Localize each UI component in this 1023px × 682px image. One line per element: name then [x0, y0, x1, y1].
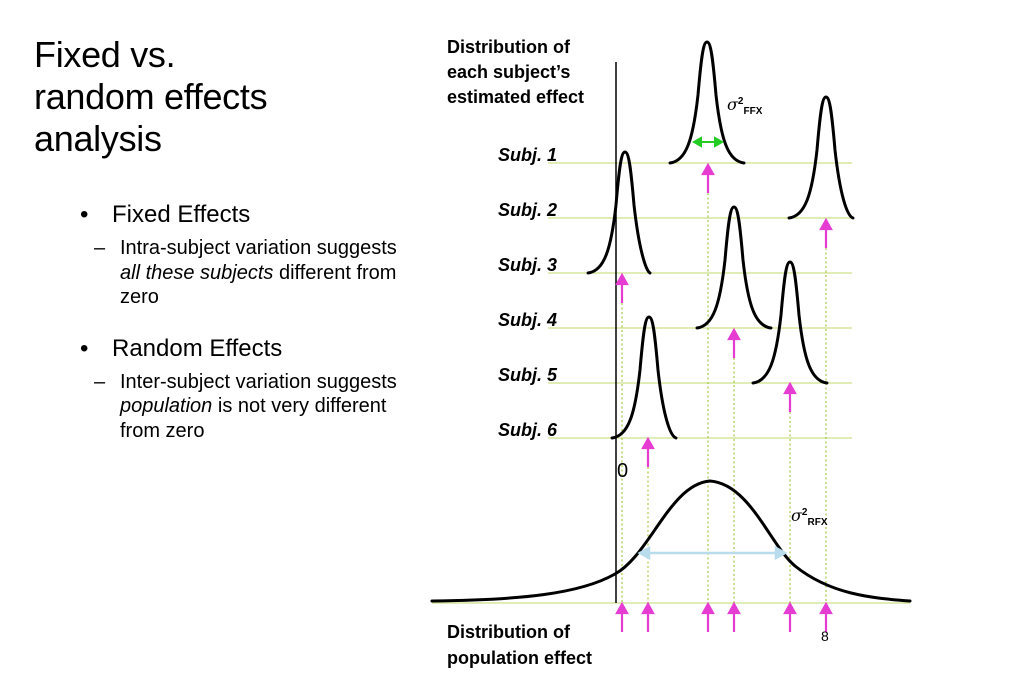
subj-6-distribution [610, 315, 678, 440]
arrow-up-icon [615, 601, 629, 632]
subj-4-distribution [695, 205, 773, 330]
bottom-label-line: Distribution of [447, 622, 571, 642]
sigma-symbol: σ [791, 506, 803, 525]
sigma-subscript: RFX [807, 517, 827, 528]
sigma-rfx-label: σ2RFX [791, 506, 828, 528]
title-line-2: random effects [34, 76, 268, 117]
slide-title: Fixed vs. random effects analysis [34, 34, 268, 160]
subj-6-label: Subj. 6 [498, 420, 558, 440]
bottom-label-line: population effect [447, 648, 592, 668]
subj-3-label: Subj. 3 [498, 255, 557, 275]
top-label-line: estimated effect [447, 87, 584, 107]
sub-bullet-fixed-effects: – Intra-subject variation suggests all t… [80, 236, 415, 310]
top-label-line: each subject’s [447, 62, 570, 82]
subj-5-distribution [751, 260, 829, 385]
subj-4-label: Subj. 4 [498, 310, 557, 330]
arrow-up-icon [783, 601, 797, 632]
subj-1-distribution [668, 40, 746, 165]
arrow-up-icon [727, 601, 741, 632]
bullet-heading: Random Effects [112, 334, 283, 362]
bottom-label: Distribution of population effect [447, 622, 592, 668]
title-line-3: analysis [34, 118, 162, 159]
sigma-superscript: 2 [802, 507, 808, 518]
ffx-width-arrow [691, 136, 725, 148]
bullet-dot-icon: • [80, 334, 89, 362]
bullet-random-effects: • Random Effects [80, 334, 415, 364]
subj-2-distribution [787, 95, 855, 220]
subject-labels: Subj. 1 Subj. 2 Subj. 3 Subj. 4 Subj. 5 … [498, 145, 558, 440]
sub-text: Inter-subject variation suggests [120, 370, 397, 393]
sub-text: different from zero [120, 261, 397, 309]
bullet-heading: Fixed Effects [112, 201, 251, 228]
sub-text: Intra-subject variation suggests [120, 237, 397, 259]
population-arrows [615, 601, 833, 632]
sub-bullet-random-effects: – Inter-subject variation suggests popul… [80, 370, 415, 444]
top-label: Distribution of each subject’s estimated… [447, 37, 584, 107]
subj-3-distribution [586, 150, 652, 275]
arrow-up-icon [727, 327, 741, 358]
dash-icon: – [94, 237, 106, 259]
sub-text: is not very different from zero [120, 395, 387, 442]
subj-1-label: Subj. 1 [498, 145, 557, 165]
sub-text-emphasis: all these subjects [120, 261, 274, 284]
subj-2-label: Subj. 2 [498, 200, 557, 220]
arrow-up-icon [615, 272, 629, 303]
arrow-up-icon [641, 601, 655, 632]
sigma-symbol: σ [727, 95, 739, 114]
vertical-dotted-lines [621, 193, 827, 603]
arrow-up-icon [701, 162, 715, 193]
bullet-fixed-effects: • Fixed Effects [80, 200, 415, 230]
arrow-up-icon [641, 436, 655, 467]
population-distribution [430, 479, 912, 603]
arrow-up-icon [701, 601, 715, 632]
arrow-up-icon [819, 217, 833, 248]
arrow-up-icon [819, 601, 833, 632]
arrow-up-icon [783, 381, 797, 412]
title-line-1: Fixed vs. [34, 34, 176, 75]
rfx-width-arrow [637, 545, 788, 561]
sub-text-emphasis: population [120, 395, 213, 417]
sigma-ffx-label: σ2FFX [727, 95, 763, 117]
subject-mean-arrows [615, 162, 833, 467]
sigma-subscript: FFX [743, 106, 762, 117]
zero-label: 0 [617, 460, 628, 482]
dash-icon: – [94, 370, 106, 393]
top-label-line: Distribution of [447, 37, 571, 57]
sigma-superscript: 2 [738, 96, 744, 107]
bullet-list: • Fixed Effects – Intra-subject variatio… [80, 200, 415, 443]
subj-5-label: Subj. 5 [498, 365, 558, 385]
slide-number: 8 [821, 628, 829, 644]
bullet-dot-icon: • [80, 201, 89, 228]
subject-distributions [586, 40, 855, 440]
